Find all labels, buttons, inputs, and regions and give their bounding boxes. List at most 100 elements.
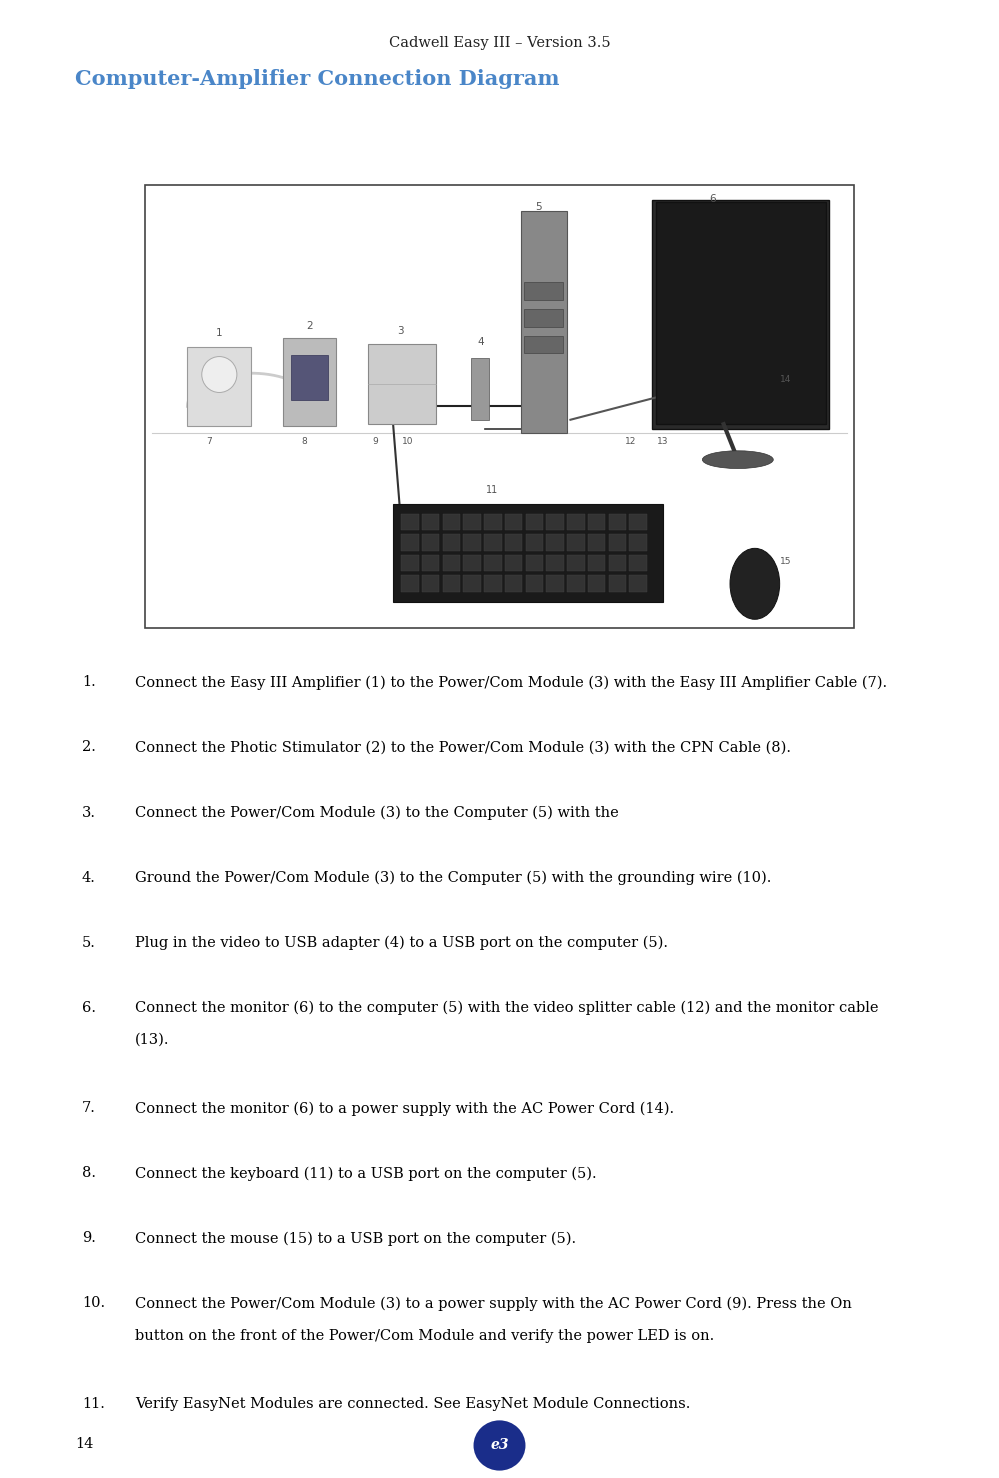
Bar	[422, 534, 440, 551]
Bar	[443, 575, 461, 591]
Text: Connect the monitor (6) to the computer (5) with the video splitter cable (12) a: Connect the monitor (6) to the computer …	[135, 1001, 878, 1015]
Text: Connect the Power/Com Module (3) to the Computer (5) with the: Connect the Power/Com Module (3) to the …	[135, 806, 618, 820]
Bar	[283, 337, 337, 426]
Bar	[485, 554, 501, 572]
Bar	[567, 554, 584, 572]
Bar	[422, 575, 440, 591]
Bar	[525, 575, 543, 591]
Bar	[546, 514, 564, 531]
Bar	[402, 514, 419, 531]
Bar	[422, 554, 440, 572]
Bar	[422, 514, 440, 531]
Bar	[524, 336, 563, 353]
Bar	[145, 185, 854, 628]
Bar	[652, 200, 829, 429]
Text: (13).: (13).	[135, 1033, 170, 1046]
Text: Plug in the video to USB adapter (4) to a USB port on the computer (5).: Plug in the video to USB adapter (4) to …	[135, 936, 668, 950]
Bar	[608, 554, 626, 572]
Text: 3: 3	[397, 325, 404, 336]
Text: 1.: 1.	[82, 675, 96, 689]
Text: Connect the monitor (6) to a power supply with the AC Power Cord (14).: Connect the monitor (6) to a power suppl…	[135, 1101, 674, 1116]
Text: 2.: 2.	[82, 740, 96, 754]
Text: 11: 11	[487, 485, 499, 495]
Text: Connect the keyboard (11) to a USB port on the computer (5).: Connect the keyboard (11) to a USB port …	[135, 1166, 596, 1181]
Text: 10: 10	[402, 437, 413, 446]
Text: 3.: 3.	[82, 806, 96, 819]
Bar	[655, 202, 826, 424]
Bar	[629, 575, 647, 591]
Bar	[393, 504, 662, 602]
Text: Connect the Photic Stimulator (2) to the Power/Com Module (3) with the CPN Cable: Connect the Photic Stimulator (2) to the…	[135, 740, 791, 754]
Bar	[524, 282, 563, 300]
Bar	[525, 514, 543, 531]
Text: 9.: 9.	[82, 1231, 96, 1244]
Bar	[588, 575, 605, 591]
Text: 1: 1	[216, 328, 223, 337]
Text: Verify EasyNet Modules are connected. See EasyNet Module Connections.: Verify EasyNet Modules are connected. Se…	[135, 1397, 690, 1410]
Text: 4: 4	[478, 337, 484, 347]
Bar	[402, 554, 419, 572]
Bar	[520, 211, 566, 433]
Text: 11.: 11.	[82, 1397, 105, 1410]
Ellipse shape	[202, 356, 237, 393]
Bar	[485, 575, 501, 591]
Bar	[629, 534, 647, 551]
Bar	[608, 575, 626, 591]
Bar	[504, 575, 522, 591]
Bar	[629, 554, 647, 572]
Bar	[567, 534, 584, 551]
Bar	[369, 344, 436, 424]
Text: 6.: 6.	[82, 1001, 96, 1014]
Bar	[608, 534, 626, 551]
Bar	[504, 554, 522, 572]
Text: Ground the Power/Com Module (3) to the Computer (5) with the grounding wire (10): Ground the Power/Com Module (3) to the C…	[135, 871, 771, 885]
Bar	[608, 514, 626, 531]
Text: 13: 13	[657, 437, 668, 446]
Bar	[464, 514, 481, 531]
Bar	[546, 575, 564, 591]
Bar	[188, 346, 252, 426]
Text: 8: 8	[302, 437, 308, 446]
Bar	[464, 575, 481, 591]
Bar	[472, 358, 489, 420]
Bar	[443, 534, 461, 551]
Text: 15: 15	[779, 557, 791, 566]
Bar	[443, 554, 461, 572]
Bar	[567, 514, 584, 531]
Text: 5: 5	[535, 202, 541, 213]
Bar	[504, 514, 522, 531]
Bar	[546, 554, 564, 572]
Text: Cadwell Easy III – Version 3.5: Cadwell Easy III – Version 3.5	[389, 35, 610, 50]
Text: Computer-Amplifier Connection Diagram: Computer-Amplifier Connection Diagram	[75, 69, 559, 90]
Text: Connect the Power/Com Module (3) to a power supply with the AC Power Cord (9). P: Connect the Power/Com Module (3) to a po…	[135, 1296, 852, 1311]
Text: Connect the mouse (15) to a USB port on the computer (5).: Connect the mouse (15) to a USB port on …	[135, 1231, 576, 1246]
Ellipse shape	[730, 548, 779, 619]
Bar	[443, 514, 461, 531]
Bar	[588, 554, 605, 572]
Bar	[525, 534, 543, 551]
Bar	[588, 534, 605, 551]
Bar	[485, 514, 501, 531]
Bar	[464, 534, 481, 551]
Bar	[485, 534, 501, 551]
Bar	[546, 534, 564, 551]
Text: 12: 12	[625, 437, 636, 446]
Text: 5.: 5.	[82, 936, 96, 949]
Text: 14: 14	[75, 1438, 93, 1451]
Ellipse shape	[702, 451, 773, 469]
Text: e3: e3	[491, 1438, 508, 1453]
Text: 9: 9	[373, 437, 379, 446]
Bar	[524, 309, 563, 327]
Bar	[629, 514, 647, 531]
Text: 7.: 7.	[82, 1101, 96, 1114]
Text: Connect the Easy III Amplifier (1) to the Power/Com Module (3) with the Easy III: Connect the Easy III Amplifier (1) to th…	[135, 675, 887, 690]
Text: 8.: 8.	[82, 1166, 96, 1179]
Text: 2: 2	[306, 321, 313, 331]
Ellipse shape	[474, 1420, 525, 1471]
Bar	[504, 534, 522, 551]
Text: 4.: 4.	[82, 871, 96, 884]
Bar	[525, 554, 543, 572]
Text: 10.: 10.	[82, 1296, 105, 1310]
Bar	[567, 575, 584, 591]
Text: 7: 7	[206, 437, 212, 446]
